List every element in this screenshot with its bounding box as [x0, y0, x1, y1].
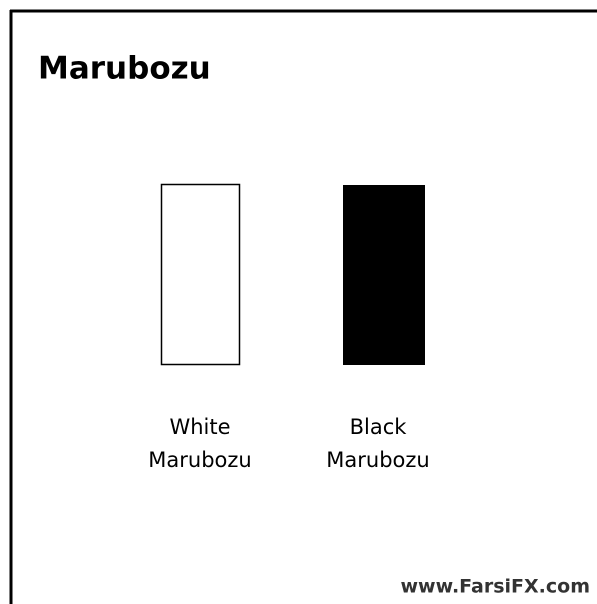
node-label: Marubozu [148, 448, 251, 472]
title: Marubozu [38, 51, 211, 87]
watermark: www.FarsiFX.com [401, 576, 591, 598]
node-label: White [169, 415, 230, 439]
node-label: Black [350, 415, 408, 439]
node-label: Marubozu [326, 448, 429, 472]
black-candle [343, 185, 425, 365]
white-candle [160, 183, 241, 366]
